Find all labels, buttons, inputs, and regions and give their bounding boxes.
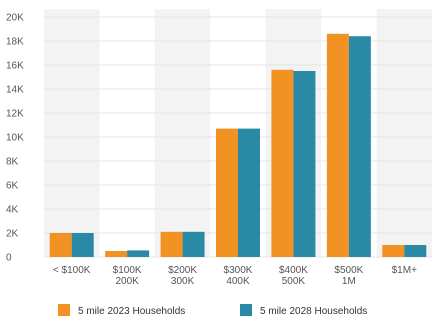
bar-series-1: [105, 251, 128, 257]
y-tick-label: 20K: [6, 13, 24, 24]
x-tick-label: $500K 1M: [334, 265, 363, 287]
category-band: [376, 9, 432, 257]
category-band: [99, 9, 155, 257]
x-tick-label: $400K 500K: [279, 265, 308, 287]
category-band: [44, 9, 100, 257]
bars: [49, 33, 427, 258]
bar-series-1: [216, 128, 238, 257]
bar-series-2: [71, 233, 94, 257]
bar-series-2: [238, 128, 260, 257]
bar-series-2: [404, 245, 427, 257]
bar-series-2: [348, 36, 371, 258]
x-tick-label: $200K 300K: [168, 265, 197, 287]
bar-series-1: [160, 231, 183, 257]
y-tick-label: 14K: [6, 85, 24, 96]
x-tick-label: $100K 200K: [113, 265, 142, 287]
y-tick-label: 18K: [6, 37, 24, 48]
legend: 5 mile 2023 Households 5 mile 2028 Househ…: [58, 304, 367, 317]
x-tick-label: < $100K: [53, 265, 91, 276]
y-tick-label: 8K: [6, 157, 19, 168]
legend-swatch: [58, 304, 70, 316]
y-tick-label: 4K: [6, 205, 19, 216]
bar-series-2: [293, 71, 316, 257]
y-tick-label: 12K: [6, 109, 24, 120]
y-tick-label: 6K: [6, 181, 19, 192]
x-axis-ticks: < $100K $100K 200K $200K 300K $300K 400K $400K 5…: [53, 265, 417, 287]
legend-swatch: [240, 304, 252, 316]
y-axis-ticks: 0 2K 4K 6K 8K 10K 12K 14K 16K 18K 20K: [6, 13, 24, 264]
x-tick-label: $300K 400K: [224, 265, 253, 287]
legend-label: 5 mile 2023 Households: [78, 306, 185, 317]
y-tick-label: 2K: [6, 229, 19, 240]
category-band: [154, 9, 211, 257]
bar-series-1: [382, 245, 405, 257]
y-tick-label: 0: [6, 253, 12, 264]
legend-label: 5 mile 2028 Households: [260, 306, 367, 317]
y-tick-label: 10K: [6, 133, 24, 144]
bar-series-1: [271, 69, 294, 257]
y-tick-label: 16K: [6, 61, 24, 72]
bar-series-2: [127, 250, 150, 257]
bar-series-1: [49, 233, 72, 257]
bar-series-2: [182, 231, 205, 257]
bar-series-1: [326, 33, 349, 257]
x-tick-label: $1M+: [392, 265, 417, 276]
